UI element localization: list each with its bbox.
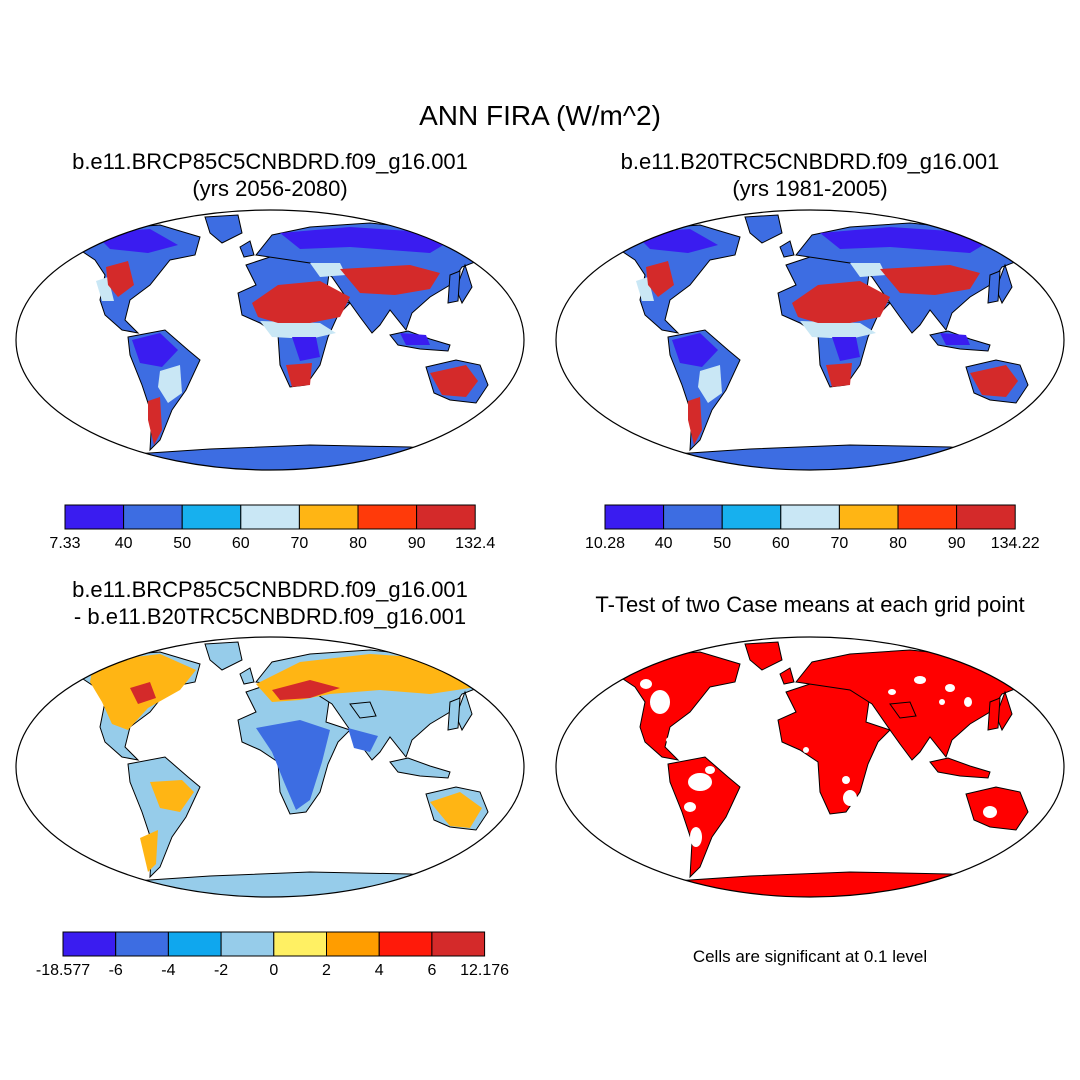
colorbar-panel1: 7.33 40 50 60 70 80 90 132.4 — [49, 504, 495, 552]
cb1-swatch-0 — [64, 504, 125, 530]
cb1-swatch-1 — [123, 504, 183, 530]
cb1-label-5: 80 — [349, 535, 367, 552]
panel3-title: b.e11.BRCP85C5CNBDRD.f09_g16.001 - b.e11… — [30, 576, 510, 630]
cb1-swatch-4 — [298, 504, 359, 530]
cb3-label-4: 0 — [269, 962, 278, 979]
panel4-title: T-Test of two Case means at each grid po… — [550, 591, 1070, 618]
cb2-swatch-5 — [897, 504, 958, 530]
cb3-label-3: -2 — [214, 962, 228, 979]
cb1-label-6: 90 — [408, 535, 426, 552]
cb1-swatch-6 — [416, 504, 476, 530]
cb1-label-2: 50 — [173, 535, 191, 552]
cb2-swatch-4 — [838, 504, 899, 530]
cb2-label-3: 60 — [772, 535, 790, 552]
cb1-swatch-5 — [357, 504, 418, 530]
cb1-label-1: 40 — [115, 535, 133, 552]
cb3-swatch-1 — [115, 931, 169, 957]
panel4-title-line1: T-Test of two Case means at each grid po… — [595, 592, 1025, 617]
cb2-swatch-1 — [663, 504, 723, 530]
cb3-label-5: 2 — [322, 962, 331, 979]
panel3-title-line2: - b.e11.B20TRC5CNBDRD.f09_g16.001 — [73, 604, 467, 629]
cb2-swatch-2 — [721, 504, 782, 530]
cb2-label-6: 90 — [948, 535, 966, 552]
cb2-label-4: 70 — [831, 535, 849, 552]
cb3-swatch-6 — [378, 931, 433, 957]
cb3-swatch-4 — [273, 931, 327, 957]
cb3-swatch-5 — [326, 931, 380, 957]
panel2-title-line1: b.e11.B20TRC5CNBDRD.f09_g16.001 — [620, 149, 1000, 174]
cb2-swatch-6 — [956, 504, 1016, 530]
cb1-label-7: 132.4 — [455, 535, 495, 552]
cb3-swatch-7 — [431, 931, 486, 957]
significance-note: Cells are significant at 0.1 level — [692, 947, 928, 966]
cb3-label-2: -4 — [161, 962, 175, 979]
map-panel3-difference — [15, 636, 525, 898]
cb3-label-6: 4 — [375, 962, 384, 979]
panel1-title-line2: (yrs 2056-2080) — [192, 176, 348, 201]
cb1-swatch-2 — [181, 504, 242, 530]
cb2-swatch-3 — [780, 504, 840, 530]
cb2-swatch-0 — [604, 504, 665, 530]
cb3-swatch-2 — [167, 931, 222, 957]
cb2-label-2: 50 — [713, 535, 731, 552]
colorbar-panel3: -18.577 -6 -4 -2 0 2 4 6 12.176 — [36, 931, 509, 979]
cb3-swatch-0 — [62, 931, 117, 957]
cb2-label-1: 40 — [655, 535, 673, 552]
cb3-label-1: -6 — [109, 962, 123, 979]
cb3-swatch-3 — [220, 931, 275, 957]
map-panel2 — [555, 209, 1065, 471]
panel2-title-line2: (yrs 1981-2005) — [732, 176, 888, 201]
panel3-title-line1: b.e11.BRCP85C5CNBDRD.f09_g16.001 — [72, 577, 468, 602]
figure-title: ANN FIRA (W/m^2) — [419, 100, 661, 131]
cb1-label-3: 60 — [232, 535, 250, 552]
cb1-label-0: 7.33 — [49, 535, 80, 552]
cb1-label-4: 70 — [291, 535, 309, 552]
panel1-title-line1: b.e11.BRCP85C5CNBDRD.f09_g16.001 — [72, 149, 468, 174]
cb2-label-0: 10.28 — [585, 535, 625, 552]
cb3-label-8: 12.176 — [460, 962, 509, 979]
map-panel1 — [15, 209, 525, 471]
cb1-swatch-3 — [240, 504, 300, 530]
colorbar-panel2: 10.28 40 50 60 70 80 90 134.22 — [585, 504, 1040, 552]
panel1-title: b.e11.BRCP85C5CNBDRD.f09_g16.001 (yrs 20… — [30, 148, 510, 202]
cb3-label-7: 6 — [427, 962, 436, 979]
panel2-title: b.e11.B20TRC5CNBDRD.f09_g16.001 (yrs 198… — [570, 148, 1050, 202]
map-panel4-ttest — [555, 636, 1065, 898]
cb2-label-7: 134.22 — [991, 535, 1040, 552]
cb2-label-5: 80 — [889, 535, 907, 552]
cb3-label-0: -18.577 — [36, 962, 90, 979]
